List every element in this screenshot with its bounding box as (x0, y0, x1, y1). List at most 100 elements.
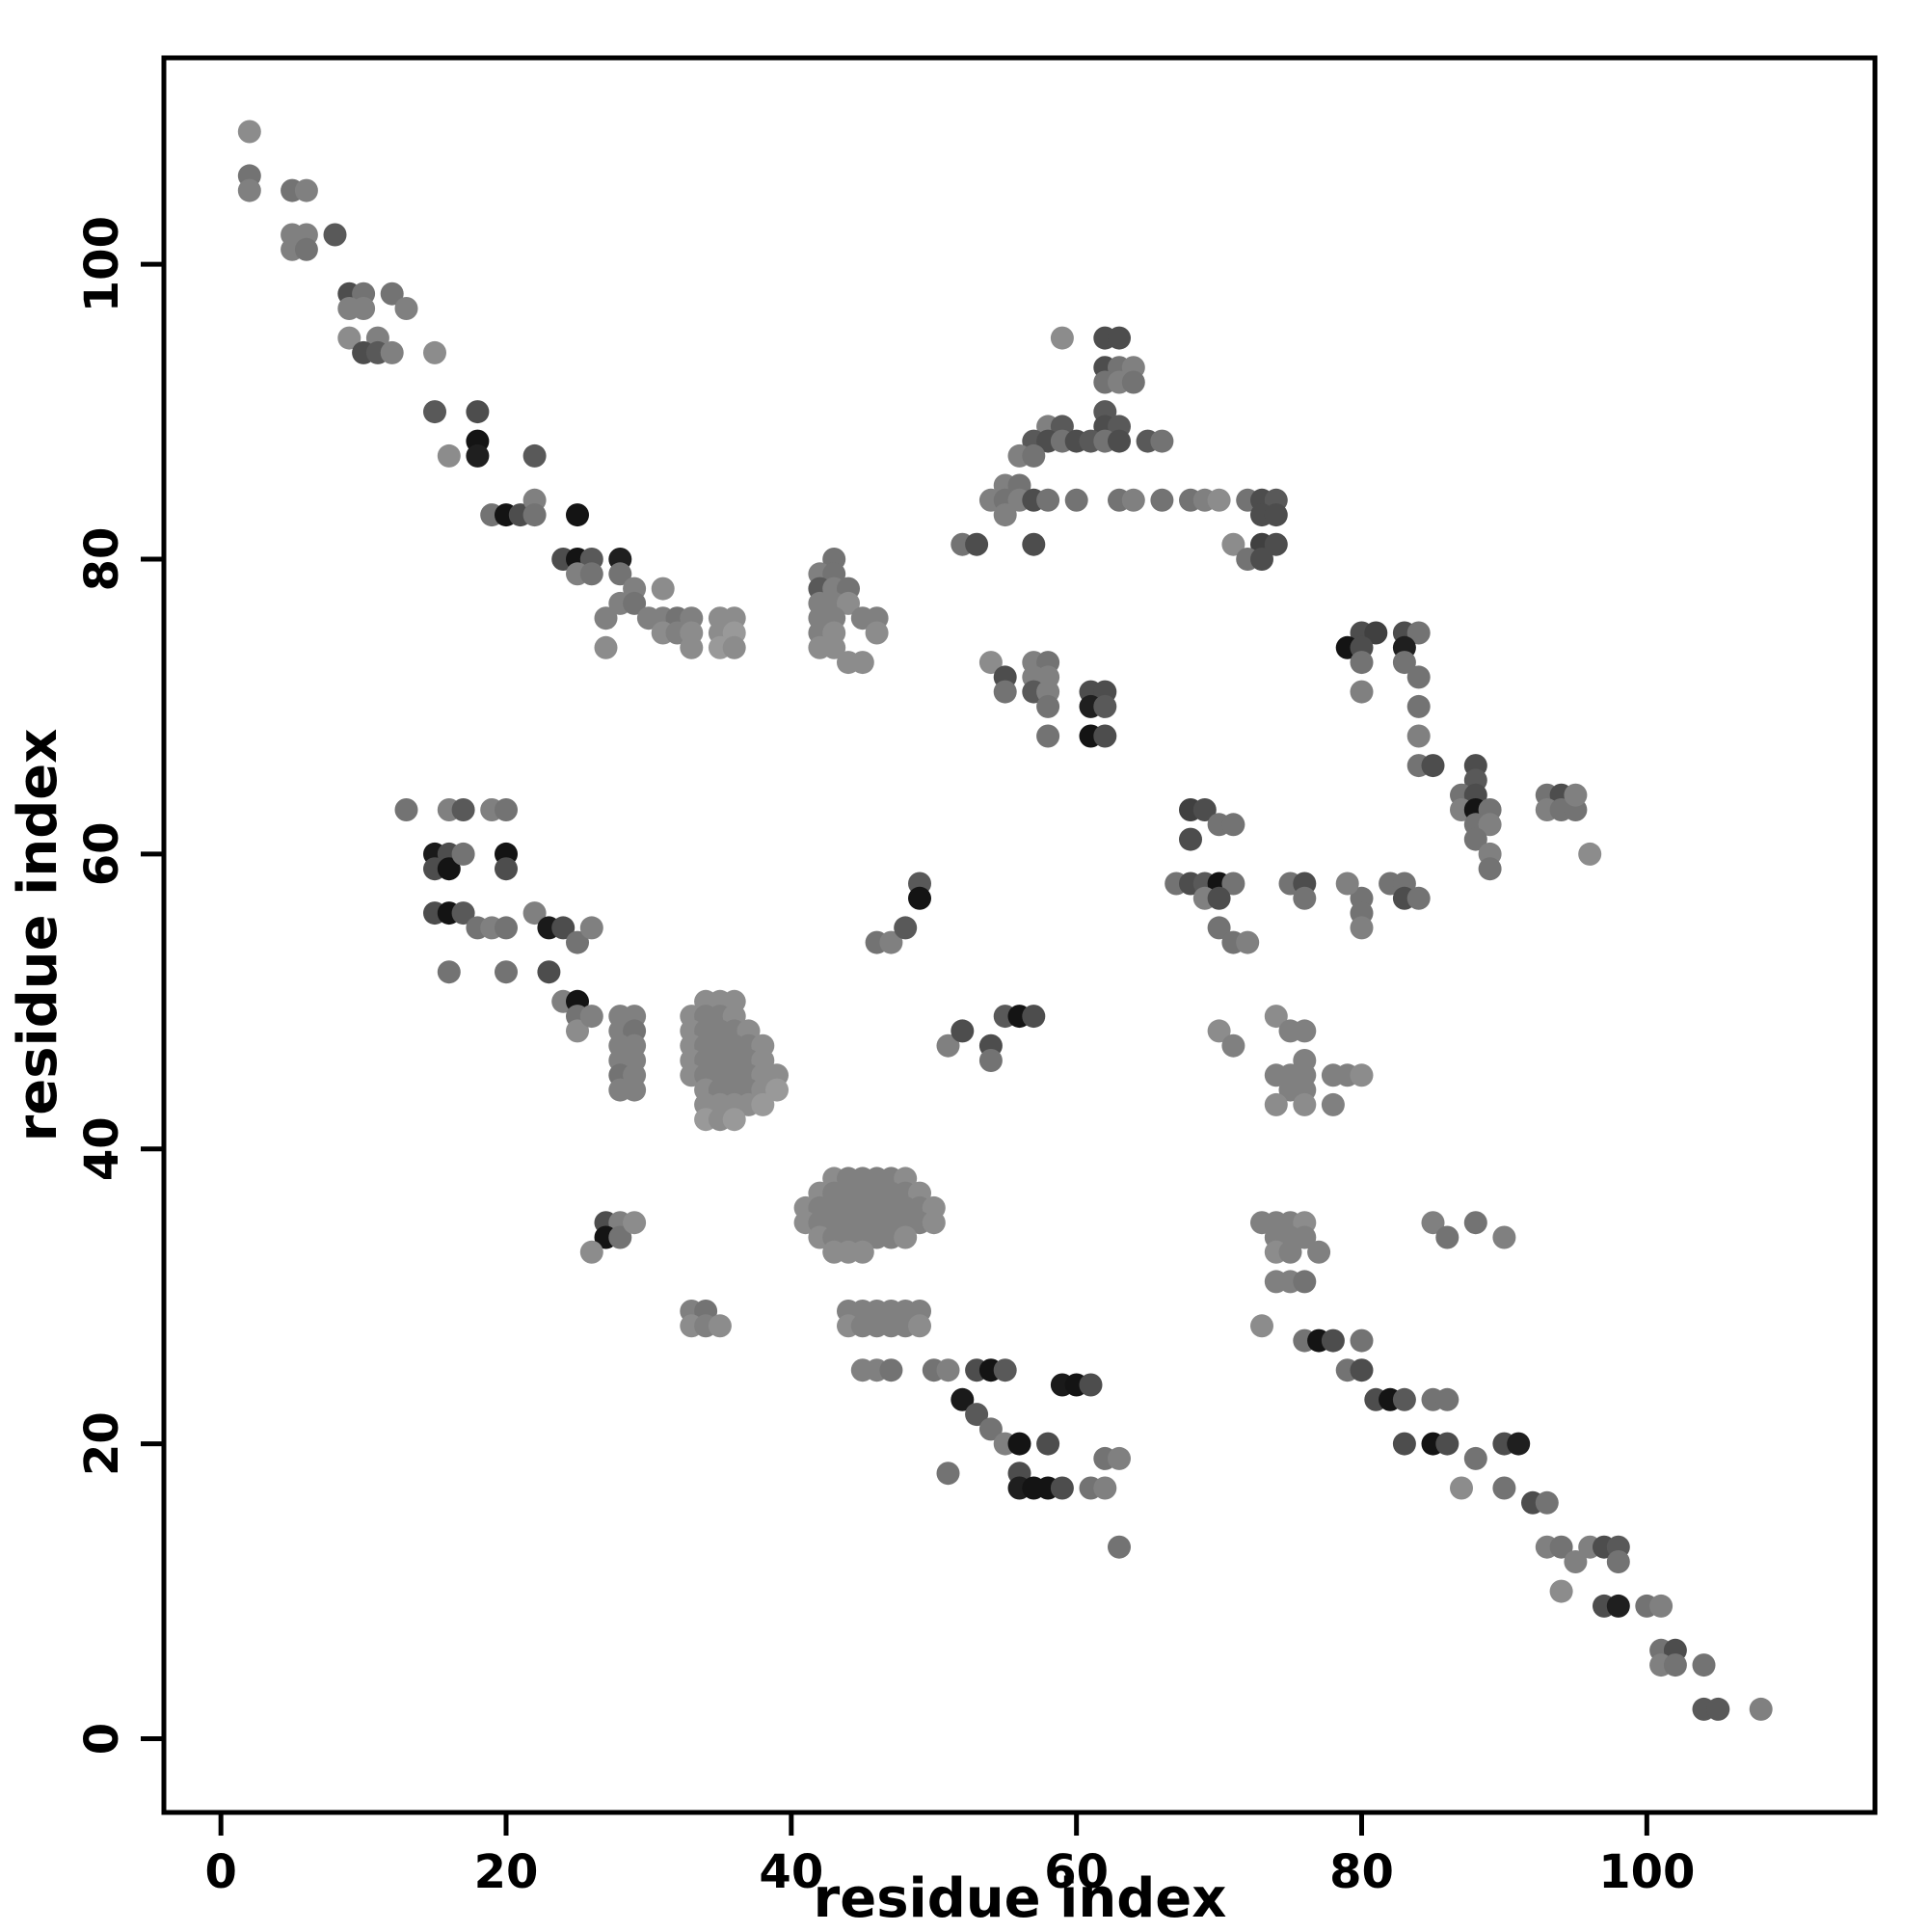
x-tick-label: 0 (204, 1845, 236, 1899)
data-point (522, 901, 547, 926)
data-point (1108, 1535, 1131, 1559)
data-point (1549, 1579, 1573, 1603)
data-point (466, 400, 490, 424)
data-point (850, 651, 874, 675)
data-point (1036, 1432, 1060, 1456)
data-point (608, 562, 632, 586)
data-point (1564, 1550, 1588, 1573)
data-point (908, 1314, 931, 1338)
data-point (623, 1211, 647, 1235)
data-point (922, 1211, 946, 1235)
data-point (1264, 532, 1288, 556)
data-point (1435, 1225, 1459, 1249)
data-point (1250, 1314, 1273, 1338)
data-point (936, 1358, 960, 1382)
data-point (294, 237, 318, 261)
data-point (1221, 872, 1245, 896)
data-point (1064, 488, 1088, 512)
x-tick-label: 100 (1598, 1845, 1695, 1899)
data-point (1264, 503, 1288, 527)
data-point (1492, 1476, 1516, 1500)
data-point (1293, 1092, 1317, 1116)
data-point (551, 916, 576, 940)
data-point (1321, 1328, 1345, 1353)
data-point (1221, 813, 1245, 837)
data-point (1406, 621, 1431, 645)
data-point (1221, 532, 1245, 556)
data-point (1121, 488, 1145, 512)
data-point (1022, 1005, 1046, 1029)
data-point (680, 635, 704, 659)
data-point (765, 1078, 789, 1102)
x-tick-label: 40 (759, 1845, 823, 1899)
data-point (1606, 1594, 1630, 1618)
data-point (522, 443, 547, 468)
data-point (1022, 532, 1046, 556)
data-point (1036, 694, 1060, 718)
data-point (451, 842, 475, 866)
data-point (1435, 1387, 1459, 1411)
data-point (1207, 488, 1231, 512)
x-tick-label: 80 (1329, 1845, 1394, 1899)
points-layer (237, 120, 1773, 1721)
data-point (1749, 1697, 1773, 1721)
data-point (822, 635, 846, 659)
data-point (751, 1092, 775, 1116)
data-point (1564, 783, 1588, 807)
data-point (1435, 1432, 1459, 1456)
data-point (437, 960, 461, 984)
data-point (993, 1358, 1017, 1382)
data-point (566, 930, 589, 954)
data-point (1093, 1476, 1117, 1500)
y-tick-label: 20 (75, 1411, 129, 1476)
data-point (879, 930, 903, 954)
data-point (237, 178, 261, 202)
y-tick-label: 80 (75, 527, 129, 592)
data-point (423, 400, 446, 424)
data-point (894, 916, 918, 940)
data-point (394, 798, 418, 821)
data-point (1293, 1019, 1317, 1043)
data-point (495, 916, 518, 940)
data-point (1392, 1432, 1416, 1456)
data-point (1364, 621, 1388, 645)
data-point (608, 1225, 632, 1249)
data-point (1036, 724, 1060, 748)
data-point (1207, 1019, 1231, 1043)
data-point (579, 562, 603, 586)
data-point (1392, 1387, 1416, 1411)
data-point (1293, 1225, 1317, 1249)
data-point (1578, 842, 1602, 866)
data-point (850, 1240, 874, 1264)
data-point (437, 443, 461, 468)
y-tick-label: 0 (75, 1723, 129, 1755)
data-point (894, 1225, 918, 1249)
data-point (1706, 1697, 1730, 1721)
data-point (908, 886, 931, 910)
data-point (1221, 1033, 1245, 1058)
data-point (1179, 827, 1202, 851)
data-point (466, 443, 490, 468)
data-point (1350, 1328, 1374, 1353)
data-point (1264, 1092, 1288, 1116)
data-point (837, 591, 860, 615)
data-point (1007, 1432, 1031, 1456)
data-point (1535, 1490, 1559, 1515)
data-point (1463, 1446, 1487, 1470)
data-point (978, 1417, 1003, 1441)
data-point (951, 1387, 975, 1411)
data-point (579, 1005, 603, 1029)
y-tick-label: 60 (75, 821, 129, 886)
data-point (1278, 1240, 1302, 1264)
data-point (1250, 548, 1273, 571)
data-point (437, 857, 461, 881)
data-point (1050, 326, 1074, 350)
data-point (380, 340, 404, 364)
data-point (1406, 886, 1431, 910)
data-point (566, 1019, 589, 1043)
data-point (579, 916, 603, 940)
y-axis-label: residue index (7, 729, 69, 1142)
data-point (1108, 429, 1131, 453)
data-point (1478, 813, 1502, 837)
data-point (1606, 1550, 1630, 1573)
